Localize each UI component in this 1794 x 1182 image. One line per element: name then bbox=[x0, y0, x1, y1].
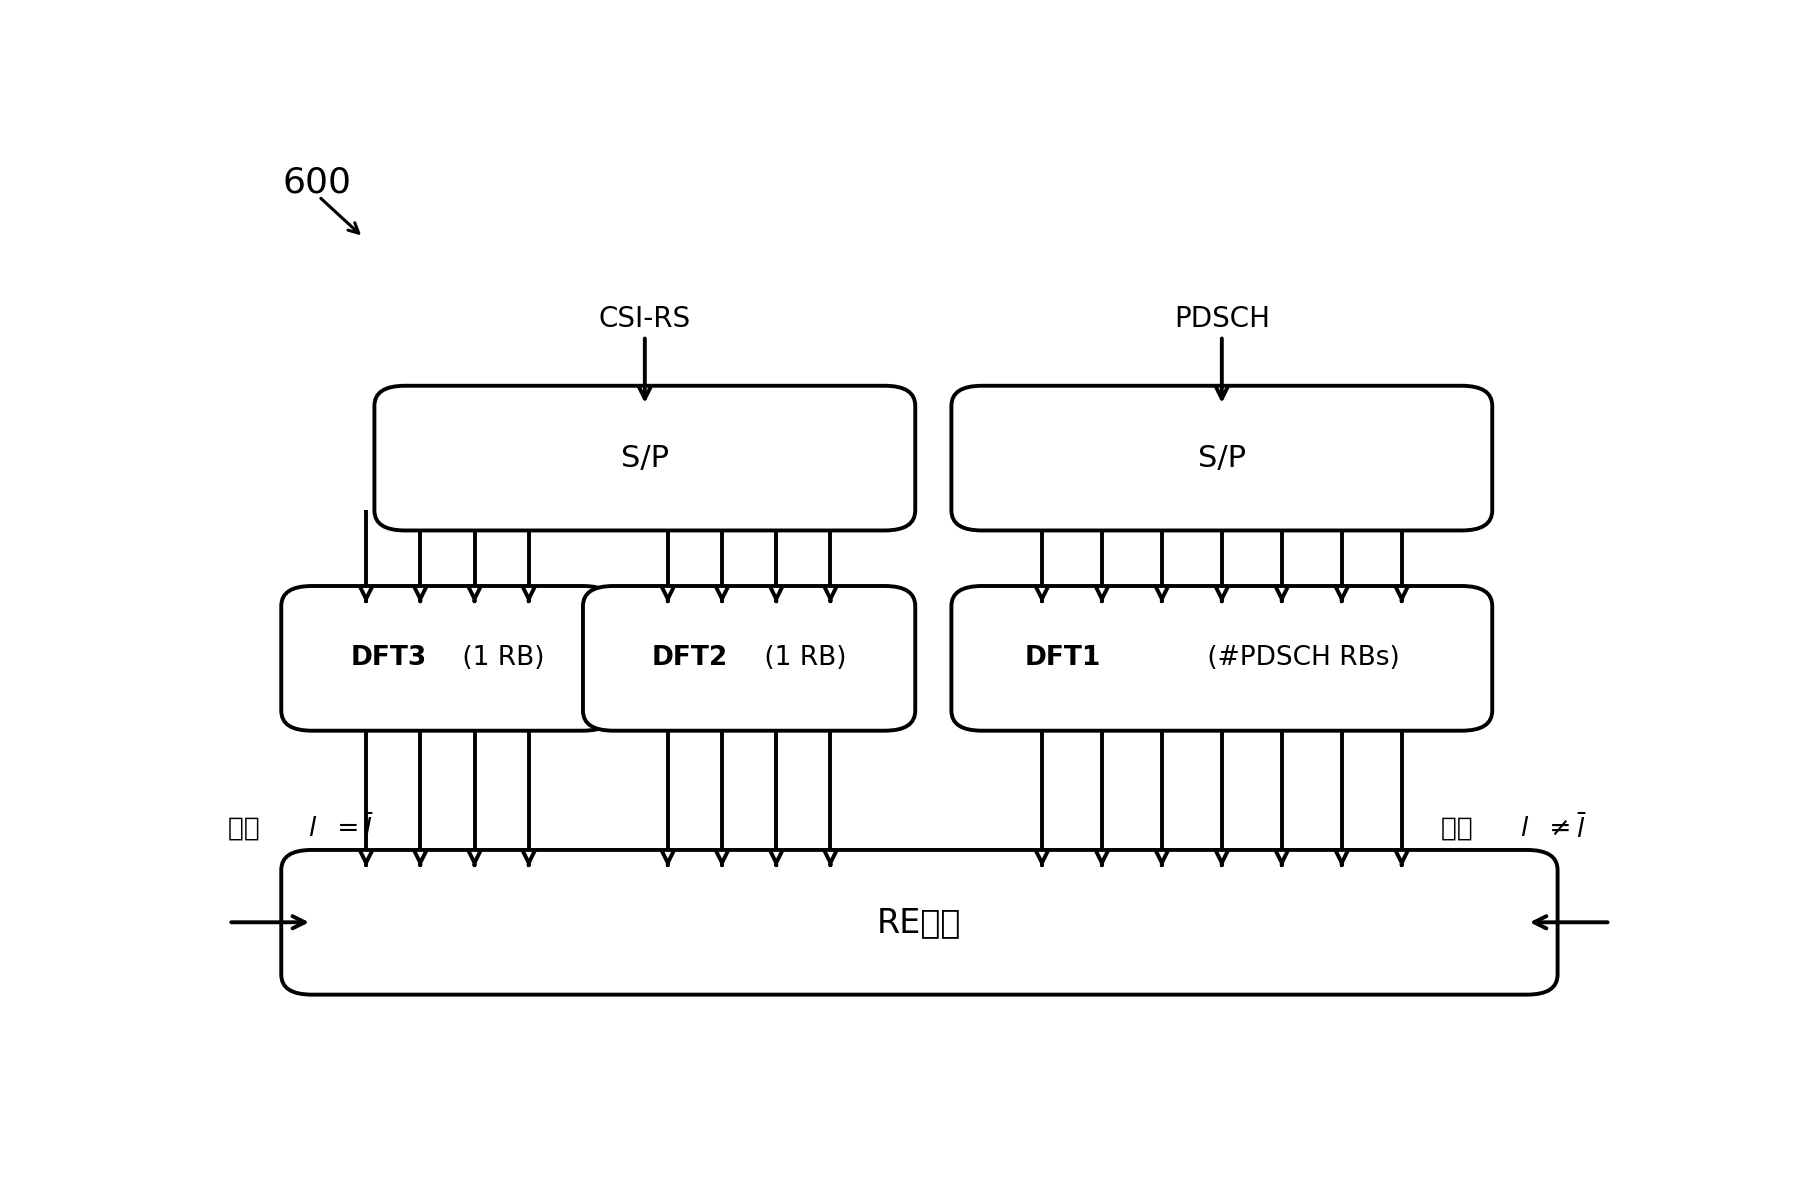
Text: DFT3: DFT3 bbox=[350, 645, 427, 671]
Text: DFT2: DFT2 bbox=[651, 645, 728, 671]
FancyBboxPatch shape bbox=[282, 586, 614, 730]
Text: $\bar{l}$: $\bar{l}$ bbox=[1575, 814, 1586, 844]
Text: (1 RB): (1 RB) bbox=[454, 645, 545, 671]
Text: =: = bbox=[328, 816, 368, 842]
FancyBboxPatch shape bbox=[375, 385, 915, 531]
Text: (1 RB): (1 RB) bbox=[755, 645, 847, 671]
Text: S/P: S/P bbox=[621, 443, 669, 473]
Text: ≠: ≠ bbox=[1541, 816, 1581, 842]
FancyBboxPatch shape bbox=[951, 385, 1493, 531]
Text: 如果: 如果 bbox=[1441, 816, 1480, 842]
Text: CSI-RS: CSI-RS bbox=[599, 305, 691, 333]
Text: $\bar{l}$: $\bar{l}$ bbox=[362, 814, 373, 844]
Text: 如果: 如果 bbox=[228, 816, 269, 842]
Text: DFT1: DFT1 bbox=[1024, 645, 1102, 671]
FancyBboxPatch shape bbox=[583, 586, 915, 730]
FancyBboxPatch shape bbox=[951, 586, 1493, 730]
Text: RE映射: RE映射 bbox=[877, 905, 962, 939]
FancyBboxPatch shape bbox=[282, 850, 1557, 994]
Text: l: l bbox=[1520, 816, 1527, 842]
Text: 600: 600 bbox=[283, 165, 352, 200]
Text: l: l bbox=[309, 816, 316, 842]
Text: (#PDSCH RBs): (#PDSCH RBs) bbox=[1198, 645, 1399, 671]
Text: PDSCH: PDSCH bbox=[1173, 305, 1270, 333]
Text: S/P: S/P bbox=[1198, 443, 1245, 473]
